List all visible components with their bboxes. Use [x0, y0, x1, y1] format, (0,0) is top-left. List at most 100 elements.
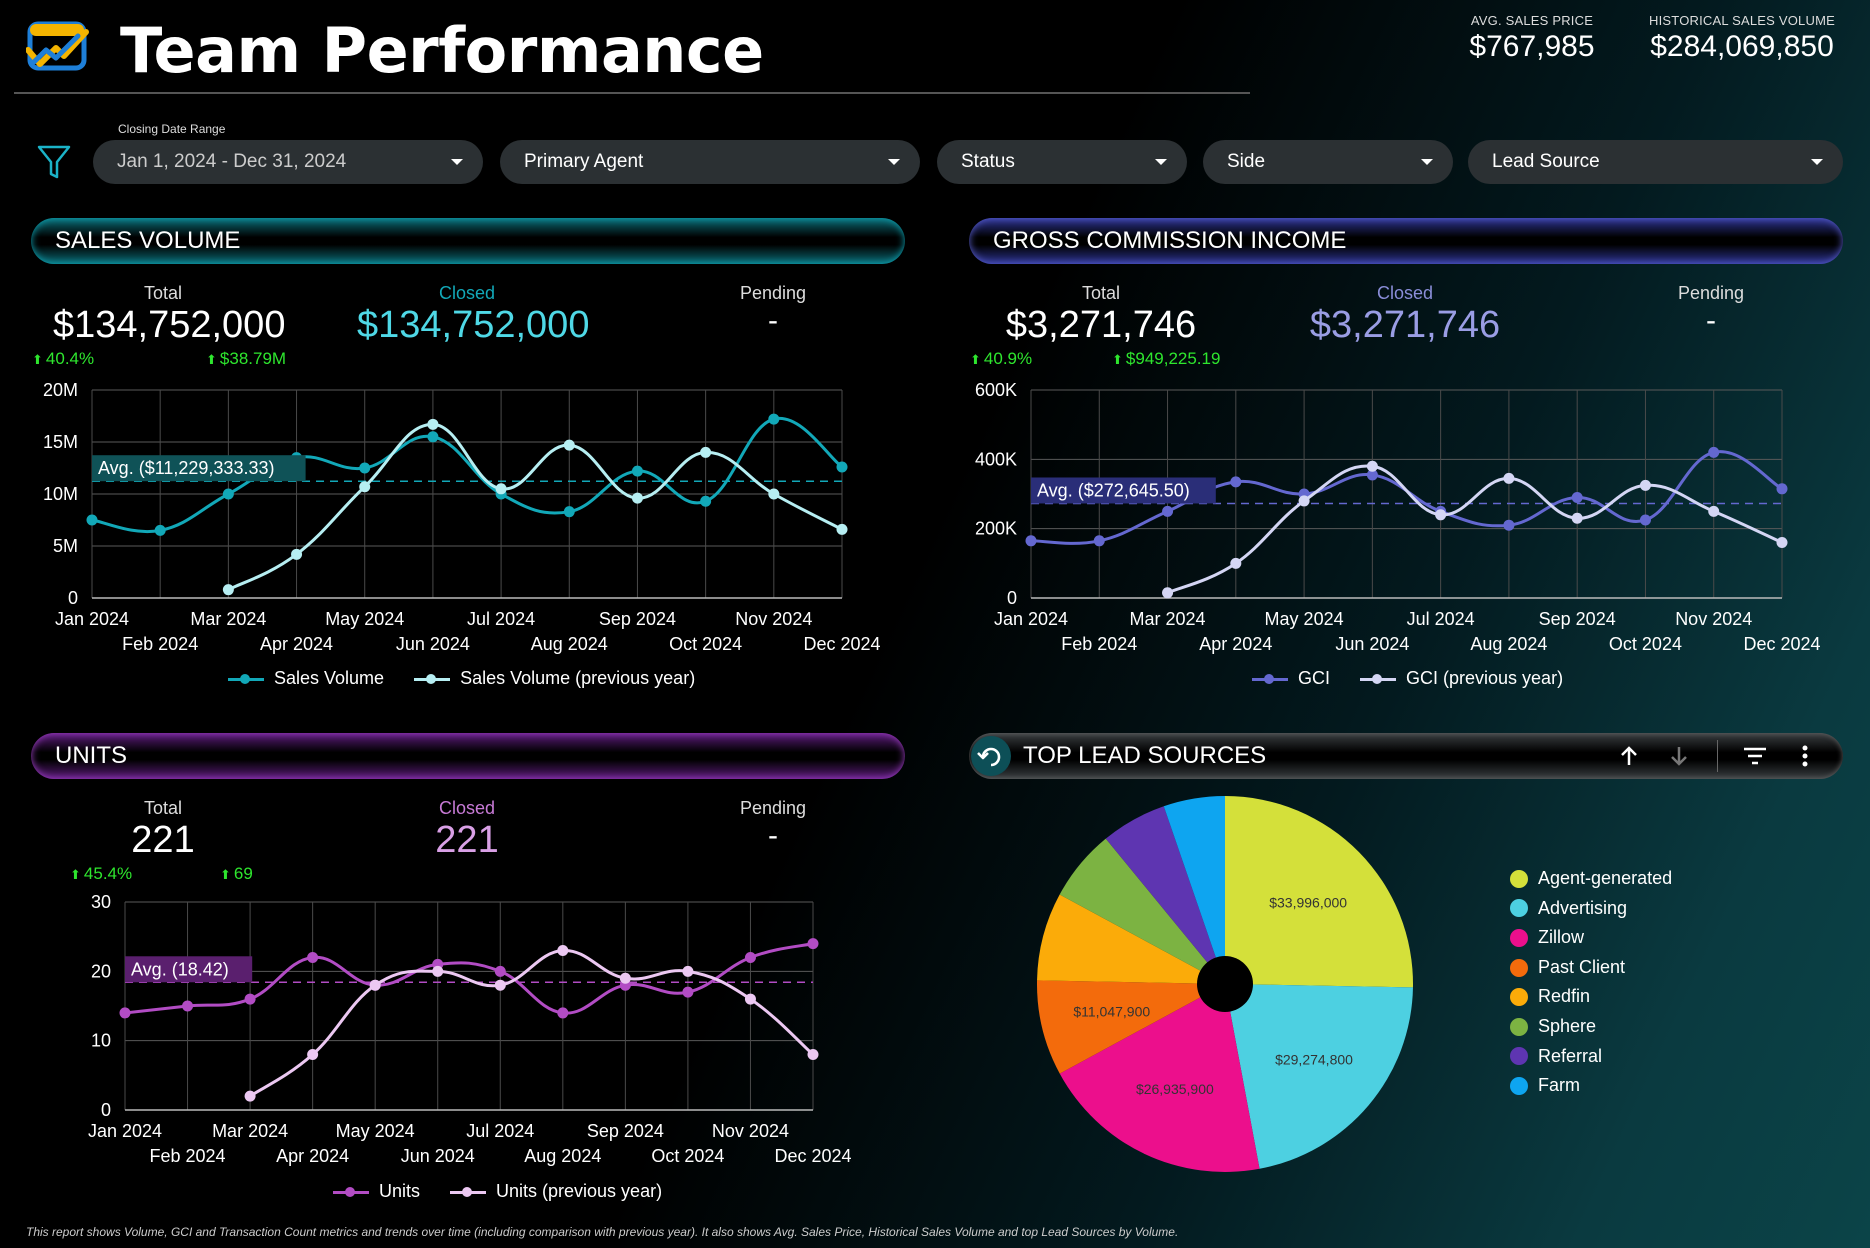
legend-item[interactable]: Advertising: [1510, 894, 1672, 924]
x-tick-label: Mar 2024: [190, 609, 266, 629]
average-label: Avg. ($272,645.50): [1037, 480, 1190, 500]
data-point: [1503, 519, 1515, 531]
data-point-previous-year: [836, 523, 848, 535]
series-line-previous-year: [227, 422, 843, 592]
data-point: [359, 462, 371, 474]
x-tick-label: Sep 2024: [1539, 609, 1616, 629]
x-tick-label: Jan 2024: [55, 609, 129, 629]
avg-sales-price-kpi: AVG. SALES PRICE $767,985: [1452, 13, 1612, 64]
legend-item[interactable]: Farm: [1510, 1071, 1672, 1101]
legend-label: Past Client: [1538, 956, 1626, 977]
sales-volume-pending-value: -: [768, 304, 778, 337]
legend-swatch: [1510, 958, 1528, 977]
side-dropdown[interactable]: Side: [1203, 140, 1453, 184]
chart-grid: [124, 901, 814, 1111]
units-pending-card: Pending -: [663, 798, 883, 853]
logo-chart-icon: [26, 21, 89, 71]
units-closed-label: Closed: [438, 798, 496, 818]
x-tick-label: May 2024: [336, 1121, 415, 1141]
more-vert-icon[interactable]: [1795, 744, 1815, 768]
legend-item[interactable]: Sphere: [1510, 1012, 1672, 1042]
pie-data-label: $29,274,800: [1275, 1051, 1353, 1067]
x-tick-label: Dec 2024: [774, 1146, 851, 1166]
legend-label: Redfin: [1538, 986, 1591, 1007]
title-divider: [14, 92, 1250, 94]
data-point: [427, 431, 439, 443]
data-point: [119, 1007, 131, 1019]
pie-slice: [1037, 894, 1225, 984]
average-label: Avg. (18.42): [131, 959, 229, 979]
legend-item[interactable]: Redfin: [1510, 982, 1672, 1012]
data-point: [1776, 483, 1788, 495]
x-tick-label: Oct 2024: [1609, 634, 1682, 654]
legend-item-gci-prev[interactable]: GCI (previous year): [1360, 668, 1563, 689]
sales-volume-closed-card: Closed $134,752,000: [357, 283, 589, 347]
units-legend: Units Units (previous year): [333, 1181, 662, 1202]
date-range-dropdown[interactable]: Jan 1, 2024 - Dec 31, 2024: [93, 140, 483, 184]
data-point: [86, 514, 98, 526]
sales-volume-total-label: Total: [143, 283, 183, 303]
data-point: [700, 495, 712, 507]
filter-list-icon[interactable]: [1742, 744, 1768, 768]
legend-item-units-prev[interactable]: Units (previous year): [450, 1181, 662, 1202]
legend-item[interactable]: Past Client: [1510, 953, 1672, 983]
sales-volume-pending-card: Pending -: [663, 283, 883, 338]
data-point-previous-year: [1162, 587, 1174, 599]
undo-icon[interactable]: [970, 735, 1012, 777]
y-tick-label: 30: [91, 892, 111, 912]
x-tick-label: May 2024: [1265, 609, 1344, 629]
legend-item[interactable]: Zillow: [1510, 923, 1672, 953]
legend-swatch: [1510, 869, 1528, 888]
sort-ascending-icon[interactable]: [1617, 744, 1641, 768]
legend-item-gci[interactable]: GCI: [1252, 668, 1330, 689]
date-range-caption: Closing Date Range: [118, 122, 226, 136]
legend-swatch: [1510, 1047, 1528, 1066]
legend-item-sales-volume[interactable]: Sales Volume: [228, 668, 384, 689]
data-point: [154, 524, 166, 536]
units-pending-value: -: [768, 819, 778, 852]
units-closed-value: 221: [435, 819, 499, 861]
y-tick-label: 600K: [975, 380, 1017, 400]
historical-sales-volume-label: HISTORICAL SALES VOLUME: [1649, 13, 1835, 28]
gci-legend: GCI GCI (previous year): [1252, 668, 1563, 689]
data-point: [1639, 514, 1651, 526]
sort-descending-icon[interactable]: [1667, 744, 1691, 768]
x-tick-label: Mar 2024: [1130, 609, 1206, 629]
report-description: This report shows Volume, GCI and Transa…: [26, 1225, 1179, 1239]
data-point: [768, 413, 780, 425]
x-tick-label: Jul 2024: [1407, 609, 1475, 629]
data-point-previous-year: [494, 979, 506, 991]
legend-item-units[interactable]: Units: [333, 1181, 420, 1202]
y-tick-label: 0: [68, 588, 78, 608]
lead-sources-legend: Agent-generated Advertising Zillow Past Cli…: [1510, 864, 1672, 1101]
pie-slice: [1225, 796, 1413, 988]
x-tick-label: Jun 2024: [401, 1146, 475, 1166]
status-label: Status: [961, 151, 1015, 172]
data-point: [1230, 476, 1242, 488]
historical-sales-volume-kpi: HISTORICAL SALES VOLUME $284,069,850: [1632, 13, 1852, 64]
x-tick-label: Sep 2024: [599, 609, 676, 629]
chevron-down-icon: [1811, 159, 1823, 165]
legend-item[interactable]: Referral: [1510, 1042, 1672, 1072]
pie-hole: [1197, 956, 1253, 1012]
gci-closed-card: Closed $3,271,746: [1295, 283, 1515, 347]
x-tick-label: Oct 2024: [651, 1146, 724, 1166]
lead-sources-pie-chart: $33,996,000 $29,274,800 $26,935,900 $11,047…: [1037, 796, 1413, 1172]
units-total-value: 221: [131, 819, 195, 861]
chart-grid: [91, 389, 843, 599]
legend-item[interactable]: Agent-generated: [1510, 864, 1672, 894]
status-dropdown[interactable]: Status: [937, 140, 1187, 184]
legend-item-sales-volume-prev[interactable]: Sales Volume (previous year): [414, 668, 695, 689]
primary-agent-dropdown[interactable]: Primary Agent: [500, 140, 920, 184]
data-point-previous-year: [1503, 472, 1515, 484]
data-point-previous-year: [807, 1049, 819, 1061]
chevron-down-icon: [1421, 159, 1433, 165]
pie-slice: [1105, 806, 1225, 984]
x-tick-label: Feb 2024: [1061, 634, 1137, 654]
x-tick-label: Nov 2024: [735, 609, 812, 629]
sales-volume-line-chart: 0 5M 10M 15M 20M Jan 2024 Feb 2024 Mar 2024 Apr …: [43, 380, 881, 654]
data-point: [557, 1007, 569, 1019]
x-tick-label: Oct 2024: [669, 634, 742, 654]
lead-source-dropdown[interactable]: Lead Source: [1468, 140, 1843, 184]
pie-data-label: $11,047,900: [1073, 1004, 1150, 1020]
